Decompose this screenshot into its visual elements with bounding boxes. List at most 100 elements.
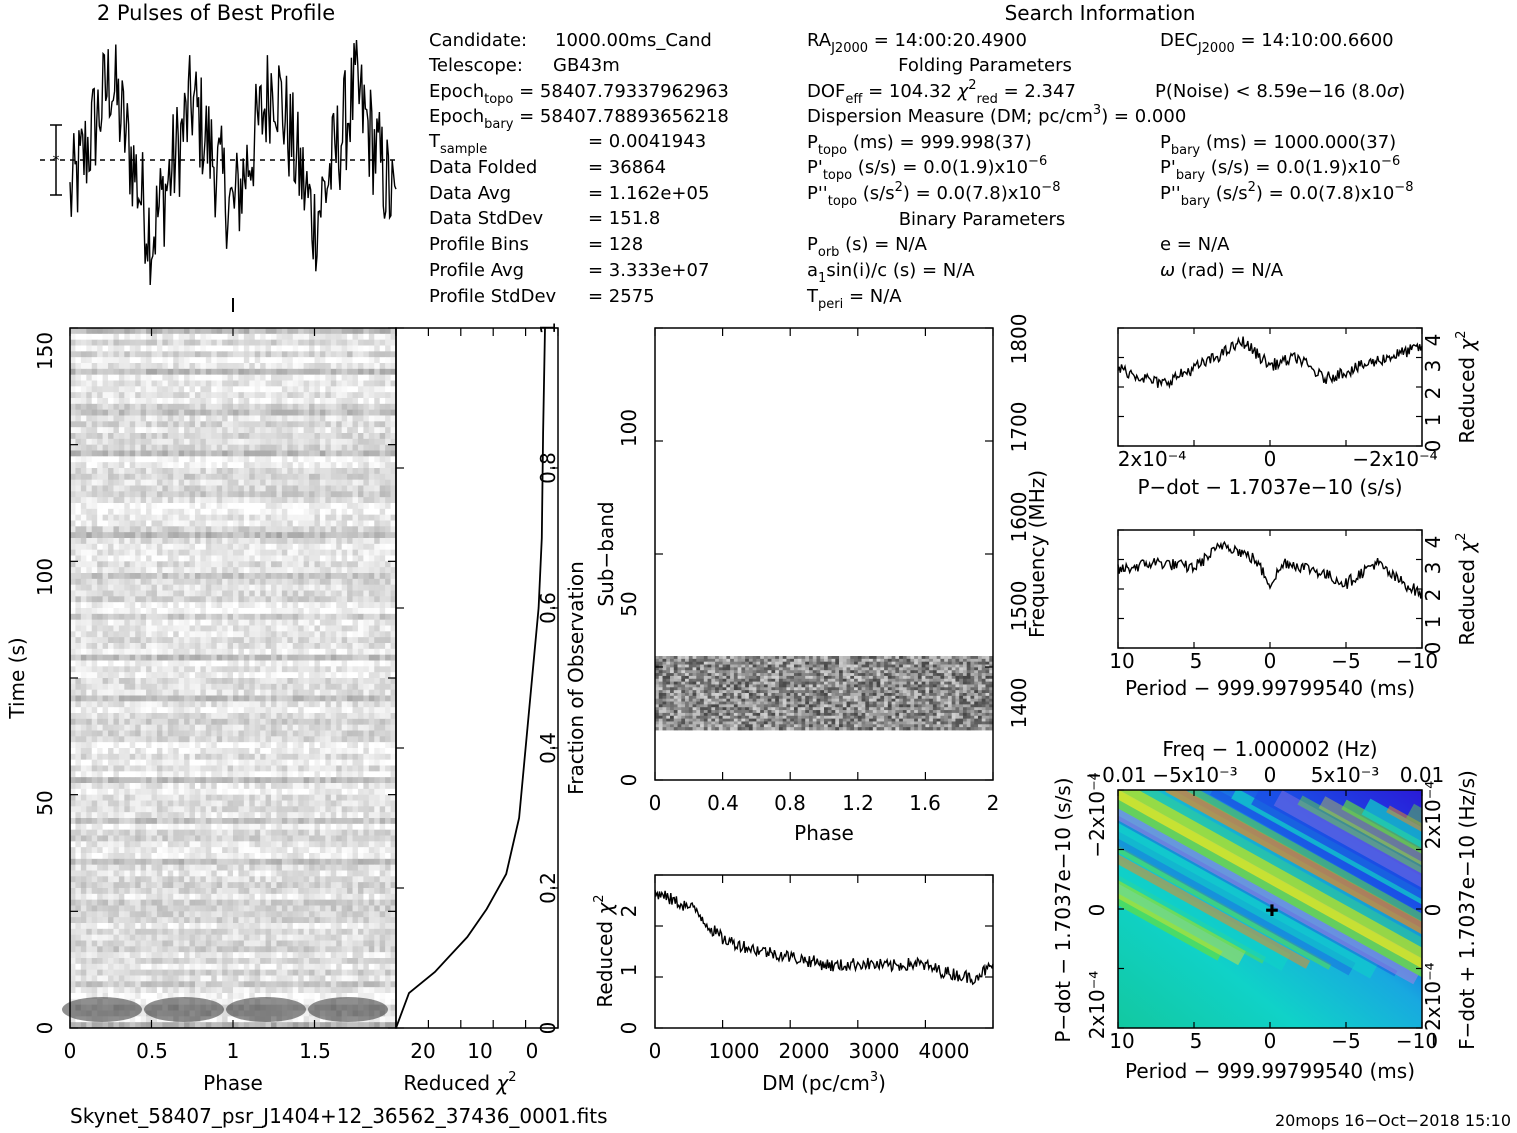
search-info-title: Search Information [1005,1,1196,25]
sb-ytick-2: 100 [617,409,641,447]
info-ecc: e = N/A [1160,234,1230,255]
sb-xtick-0: 0 [649,791,662,815]
dm-axes: 0 1000 2000 3000 4000 0 1 2 [617,874,994,1063]
cf-ytick-4: 0.8 [536,452,560,484]
profile-title: 2 Pulses of Best Profile [97,1,335,25]
time-phase-axes: 0 0.5 1 1.5 0 50 100 150 [33,327,397,1063]
best-profile-plot: * [40,39,397,312]
pd-xtick-2: −2x10⁻⁴ [1352,447,1437,471]
info-epoch-bary: Epochbary = 58407.78893656218 [429,106,729,132]
tp-ytick-0: 0 [33,1022,57,1035]
frequency-ylabel: Frequency (MHz) [1025,470,1049,638]
time-phase-panel: 0 0.5 1 1.5 0 50 100 150 Phase Time (s) [5,327,397,1095]
profile-mean-marker: * [53,153,60,169]
dm-xtick-1: 1000 [709,1039,760,1063]
pe-xtick-4: −10 [1396,649,1438,673]
pp-right-label: F−dot + 1.7037e−10 (Hz/s) [1455,770,1479,1050]
info-ptopo: Ptopo (ms) = 999.998(37) [807,132,1032,158]
sb-freqtick-2: 1600 [1007,492,1031,543]
chi2-fraction-panel: 20 10 0 0 0.2 0.4 0.6 0.8 1 Reduced χ2 Fraction … [395,322,588,1095]
pe-ytick-4: 4 [1421,536,1445,549]
sb-freqtick-1: 1500 [1007,581,1031,632]
info-pnoise: P(Noise) < 8.59e−16 (8.0σ) [1155,81,1405,102]
pp-bottomtick-2: 0 [1264,1029,1277,1053]
pp-bottomtick-0: 10 [1109,1029,1134,1053]
pe-xtick-3: −5 [1331,649,1360,673]
info-pbary: Pbary (ms) = 1000.000(37) [1160,132,1396,158]
sb-xtick-5: 2 [987,791,1000,815]
pd-ytick-1: 1 [1421,414,1445,427]
folding-params-title: Folding Parameters [898,55,1072,76]
info-profile-avg: Profile Avg = 3.333e+07 [429,260,709,281]
sb-ytick-0: 0 [617,774,641,787]
pp-toptick-3: 5x10⁻³ [1311,763,1380,787]
info-data-stddev: Data StdDev = 151.8 [429,208,660,229]
date-footer: 20mops 16−Oct−2018 15:10 [1275,1111,1511,1130]
info-epoch-topo: Epochtopo = 58407.79337962963 [429,81,729,107]
cf-xtick-1: 10 [467,1039,492,1063]
pp-lefttick-1: 0 [1085,904,1109,917]
pe-xtick-0: 10 [1109,649,1134,673]
info-data-avg: Data Avg = 1.162e+05 [429,183,709,204]
pp-righttick-0: 2x10⁻⁴ [1421,781,1445,850]
pdot-chi2-trace [1117,336,1423,390]
sb-freqtick-0: 1400 [1007,678,1031,729]
cf-ytick-1: 0.2 [536,872,560,904]
dm-chi2-trace [654,889,994,986]
dm-xtick-2: 2000 [779,1039,830,1063]
pp-bottomtick-3: −5 [1331,1029,1360,1053]
time-phase-greyscale [62,328,397,1029]
info-asini: a1sin(i)/c (s) = N/A [807,260,975,286]
cf-xtick-0: 20 [410,1039,435,1063]
time-phase-xlabel: Phase [203,1071,263,1095]
pp-toptick-4: 0.01 [1400,763,1445,787]
pe-xtick-2: 0 [1264,649,1277,673]
tp-xtick-1: 0.5 [136,1039,168,1063]
info-ra: RAJ2000 = 14:00:20.4900 [807,30,1027,56]
sb-freqtick-4: 1800 [1007,314,1031,365]
pp-bottomtick-4: −10 [1396,1029,1438,1053]
chi2-fraction-trace [395,327,546,1029]
tp-xtick-2: 1 [227,1039,240,1063]
pd-ytick-0: 0 [1421,440,1445,453]
dm-chi2-panel: 0 1000 2000 3000 4000 0 1 2 DM (pc/cm3) Reduced… [592,874,994,1095]
pd-ytick-3: 3 [1421,360,1445,373]
subband-axes: 0 0.4 0.8 1.2 1.6 2 0 50 100 1400 1500 1600 1700 1800 [617,314,1031,815]
pp-righttick-2: −2x10⁻⁴ [1421,962,1445,1047]
info-dof-chi2: DOFeff = 104.32 χ2red = 2.347 [807,78,1076,107]
pulse-band-3 [308,997,388,1022]
dm-xtick-0: 0 [649,1039,662,1063]
pd-ytick-4: 4 [1421,334,1445,347]
dm-ytick-1: 1 [617,964,641,977]
pulse-band-2 [226,997,306,1022]
dm-ytick-2: 2 [617,905,641,918]
pp-bottom-label: Period − 999.99799540 (ms) [1125,1059,1415,1083]
pp-bottomtick-1: 5 [1190,1029,1203,1053]
chi2-fraction-axes: 20 10 0 0 0.2 0.4 0.6 0.8 1 [395,322,560,1063]
tp-ytick-1: 50 [33,790,57,815]
info-profile-bins: Profile Bins = 128 [429,234,643,255]
tp-ytick-3: 150 [33,332,57,370]
sb-xtick-2: 0.8 [774,791,806,815]
pp-toptick-0: −0.01 [1085,763,1146,787]
pp-lefttick-2: 2x10⁻⁴ [1085,971,1109,1040]
info-profile-stddev: Profile StdDev = 2575 [429,286,655,307]
profile-trace [69,39,397,286]
pd-xtick-0: 2x10⁻⁴ [1118,447,1187,471]
subband-phase-panel: 0 0.4 0.8 1.2 1.6 2 0 50 100 1400 1500 1600 1700 1800… [594,314,1049,845]
pe-ytick-0: 0 [1421,642,1445,655]
pdot-ylabel: Reduced χ2 [1454,330,1479,443]
sb-freqtick-3: 1700 [1007,402,1031,453]
info-candidate: Candidate: 1000.00ms_Cand [429,30,712,51]
period-chi2-trace [1117,540,1423,599]
period-xlabel: Period − 999.99799540 (ms) [1125,676,1415,700]
search-params-column: RAJ2000 = 14:00:20.4900 DECJ2000 = 14:10… [806,30,1413,312]
info-pddot-topo: P''topo (s/s2) = 0.0(7.8)x10−8 [807,180,1060,209]
pulse-band-1 [144,997,224,1022]
pp-top-label: Freq − 1.000002 (Hz) [1162,737,1377,761]
binary-params-title: Binary Parameters [899,209,1066,230]
cf-ytick-2: 0.4 [536,732,560,764]
pe-xtick-1: 5 [1190,649,1203,673]
